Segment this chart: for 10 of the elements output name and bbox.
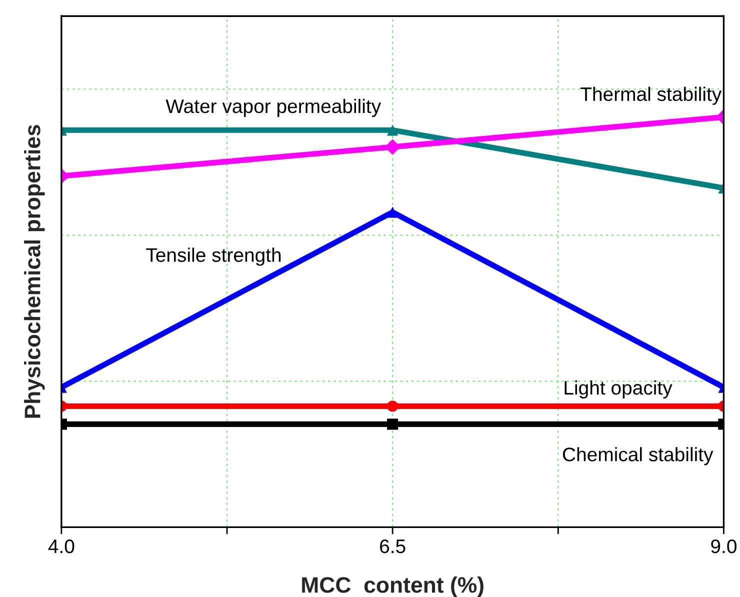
y-axis-title: Physicochemical properties [24, 124, 45, 418]
series-label: Light opacity [564, 380, 672, 399]
series-label: Chemical stability [562, 447, 714, 466]
series-label: Tensile strength [146, 248, 281, 266]
x-tick-label: 9.0 [711, 539, 736, 554]
series-label: Thermal stability [580, 86, 722, 105]
x-tick-label: 6.5 [380, 539, 406, 554]
series-label: Water vapor permeability [166, 98, 382, 117]
x-axis-title: MCC content (%) [302, 576, 484, 597]
x-tick-label: 4.0 [48, 539, 74, 554]
